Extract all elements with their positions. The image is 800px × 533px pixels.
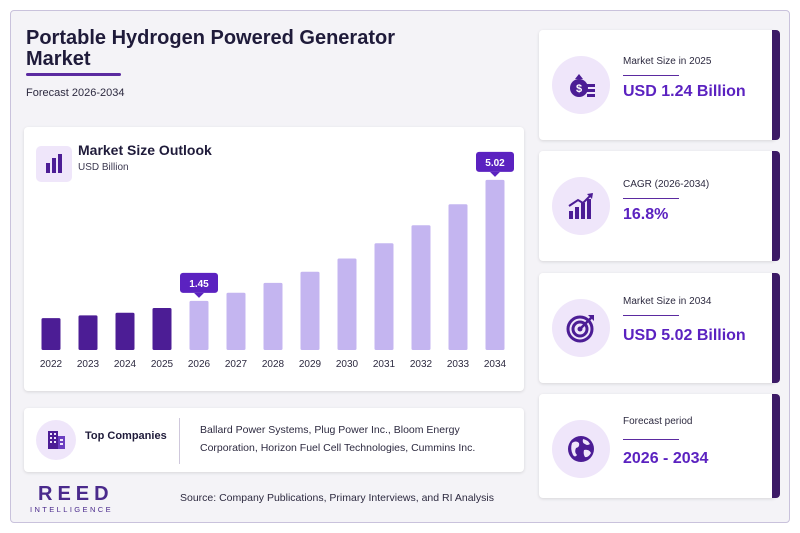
- x-tick-label: 2028: [262, 359, 285, 370]
- chart-title: Market Size Outlook: [78, 142, 212, 158]
- stat-value-market-size-2034: USD 5.02 Billion: [623, 327, 746, 344]
- bar-2022: [41, 318, 61, 350]
- bar-2031: [374, 243, 394, 350]
- data-label: 1.45: [189, 279, 209, 290]
- svg-text:$: $: [576, 83, 582, 95]
- stat-label-market-size-2034: Market Size in 2034: [623, 296, 712, 307]
- x-tick-label: 2030: [336, 359, 359, 370]
- brand-logo: REED: [38, 483, 114, 505]
- data-label: 5.02: [485, 158, 505, 169]
- bar-2026: [189, 300, 209, 350]
- top-companies-card: [24, 408, 524, 472]
- globe-icon: [552, 420, 610, 478]
- top-companies-list: Ballard Power Systems, Plug Power Inc., …: [200, 424, 476, 454]
- stat-divider: [623, 75, 679, 76]
- page-subtitle: Forecast 2026-2034: [26, 87, 125, 99]
- x-tick-label: 2024: [114, 359, 137, 370]
- stat-value-cagr: 16.8%: [623, 206, 669, 223]
- x-tick-label: 2022: [40, 359, 63, 370]
- target-icon: [552, 299, 610, 357]
- stat-value-market-size-2025: USD 1.24 Billion: [623, 83, 746, 100]
- market-size-bar-chart: 2022 2023 2024 2025 2026 2027 2028 2029 2030 2031…: [40, 151, 514, 370]
- bar-2030: [337, 258, 357, 350]
- x-tick-label: 2032: [410, 359, 433, 370]
- bar-2023: [78, 315, 98, 350]
- x-tick-label: 2023: [77, 359, 100, 370]
- stat-value-forecast-period: 2026 - 2034: [623, 450, 709, 467]
- brand-tagline: INTELLIGENCE: [30, 505, 113, 514]
- bar-2024: [115, 312, 135, 350]
- stat-label-market-size-2025: Market Size in 2025: [623, 56, 712, 67]
- x-tick-label: 2033: [447, 359, 470, 370]
- source-note: Source: Company Publications, Primary In…: [180, 492, 494, 504]
- bar-chart-icon: [36, 146, 72, 182]
- x-tick-label: 2034: [484, 359, 507, 370]
- stat-divider: [623, 439, 679, 440]
- bar-2027: [226, 292, 246, 350]
- x-tick-label: 2025: [151, 359, 174, 370]
- x-tick-label: 2031: [373, 359, 396, 370]
- divider: [179, 418, 180, 464]
- callout-2026: 1.45: [180, 272, 218, 298]
- top-companies-label: Top Companies: [85, 430, 167, 442]
- bar-2028: [263, 282, 283, 350]
- bar-2032: [411, 225, 431, 350]
- x-tick-label: 2029: [299, 359, 322, 370]
- x-tick-label: 2027: [225, 359, 248, 370]
- stat-label-cagr: CAGR (2026-2034): [623, 179, 710, 190]
- growth-chart-icon: [552, 177, 610, 235]
- x-tick-label: 2026: [188, 359, 211, 370]
- stat-label-forecast-period: Forecast period: [623, 416, 693, 427]
- building-icon: [36, 420, 76, 460]
- chart-unit: USD Billion: [78, 162, 129, 173]
- page-title: Portable Hydrogen Powered Generator Mark…: [26, 27, 395, 70]
- callout-2034: 5.02: [476, 151, 514, 177]
- bar-2029: [300, 271, 320, 350]
- stat-divider: [623, 198, 679, 199]
- bar-2033: [448, 204, 468, 350]
- bar-2034: [485, 179, 505, 350]
- money-bag-icon: $: [552, 56, 610, 114]
- title-underline: [26, 73, 121, 76]
- stat-divider: [623, 315, 679, 316]
- bar-2025: [152, 307, 172, 350]
